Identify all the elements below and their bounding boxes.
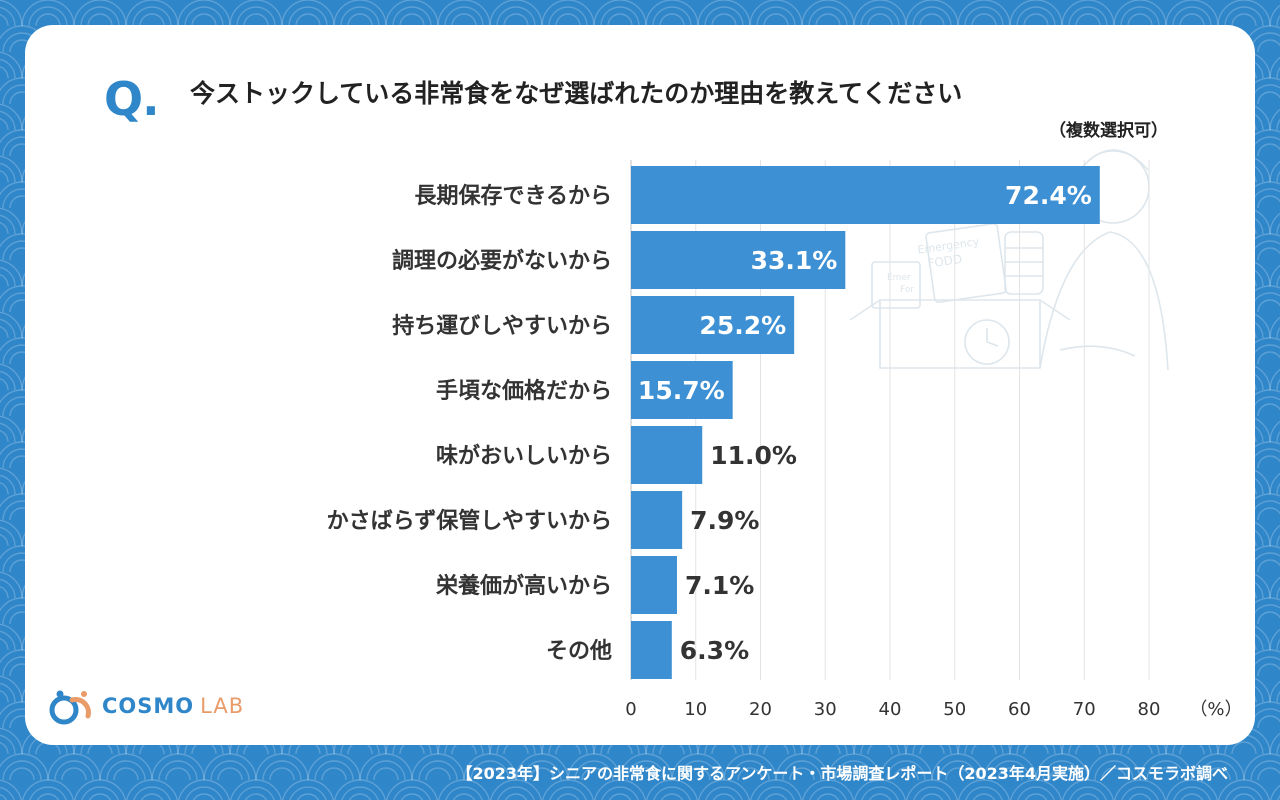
value-label: 7.9%: [690, 506, 759, 535]
category-label: その他: [546, 639, 612, 664]
bar: [631, 556, 677, 614]
x-tick-label: 50: [943, 699, 966, 720]
category-label: 手頃な価格だから: [436, 378, 612, 404]
chart-bars: [631, 166, 1100, 679]
cosmo-lab-logo: COSMO LAB: [48, 686, 244, 726]
x-tick-label: 70: [1073, 699, 1096, 720]
cosmo-lab-logo-icon: [49, 690, 91, 725]
source-footer: 【2023年】シニアの非常食に関するアンケート・市場調査レポート（2023年4月…: [456, 764, 1228, 783]
value-label: 11.0%: [710, 441, 797, 470]
value-label: 25.2%: [699, 311, 786, 340]
svg-text:FODD: FODD: [927, 252, 963, 271]
logo-cosmo-text: COSMO: [102, 694, 195, 718]
category-label: 栄養価が高いから: [435, 573, 612, 599]
x-axis-unit: （%）: [1189, 699, 1242, 720]
category-labels: 長期保存できるから調理の必要がないから持ち運びしやすいから手頃な価格だから味がお…: [327, 183, 612, 664]
category-label: 調理の必要がないから: [392, 248, 612, 274]
category-label: かさばらず保管しやすいから: [327, 508, 612, 534]
bar: [631, 426, 703, 484]
bar: [631, 166, 1100, 224]
logo-lab-text: LAB: [200, 694, 245, 718]
value-label: 7.1%: [685, 571, 754, 600]
multiple-choice-note: （複数選択可）: [1049, 121, 1168, 141]
value-label: 33.1%: [751, 246, 838, 275]
x-tick-label: 0: [625, 699, 636, 720]
value-label: 15.7%: [638, 376, 725, 405]
x-tick-label: 10: [684, 699, 707, 720]
category-label: 持ち運びしやすいから: [392, 314, 612, 339]
question-mark: Q.: [104, 72, 160, 126]
bar: [631, 621, 672, 679]
question-title: 今ストックしている非常食をなぜ選ばれたのか理由を教えてください: [190, 79, 963, 108]
x-tick-label: 20: [749, 699, 772, 720]
bar: [631, 296, 795, 354]
x-tick-label: 30: [814, 699, 837, 720]
x-tick-label: 60: [1008, 699, 1031, 720]
bar: [631, 361, 733, 419]
value-label: 72.4%: [1005, 181, 1092, 210]
category-label: 味がおいしいから: [436, 443, 612, 469]
category-label: 長期保存できるから: [414, 183, 612, 209]
value-label: 6.3%: [680, 636, 749, 665]
bar: [631, 231, 846, 289]
bar: [631, 491, 683, 549]
svg-text:For: For: [900, 285, 914, 295]
value-labels: 72.4% 33.1% 25.2% 15.7% 11.0% 7.9% 7.1% 6.3%: [638, 181, 1092, 665]
x-tick-label: 80: [1138, 699, 1161, 720]
svg-text:Emer: Emer: [887, 273, 911, 283]
x-tick-label: 40: [879, 699, 902, 720]
x-axis-ticks: 0 10 20 30 40 50 60 70 80 （%）: [625, 699, 1242, 720]
